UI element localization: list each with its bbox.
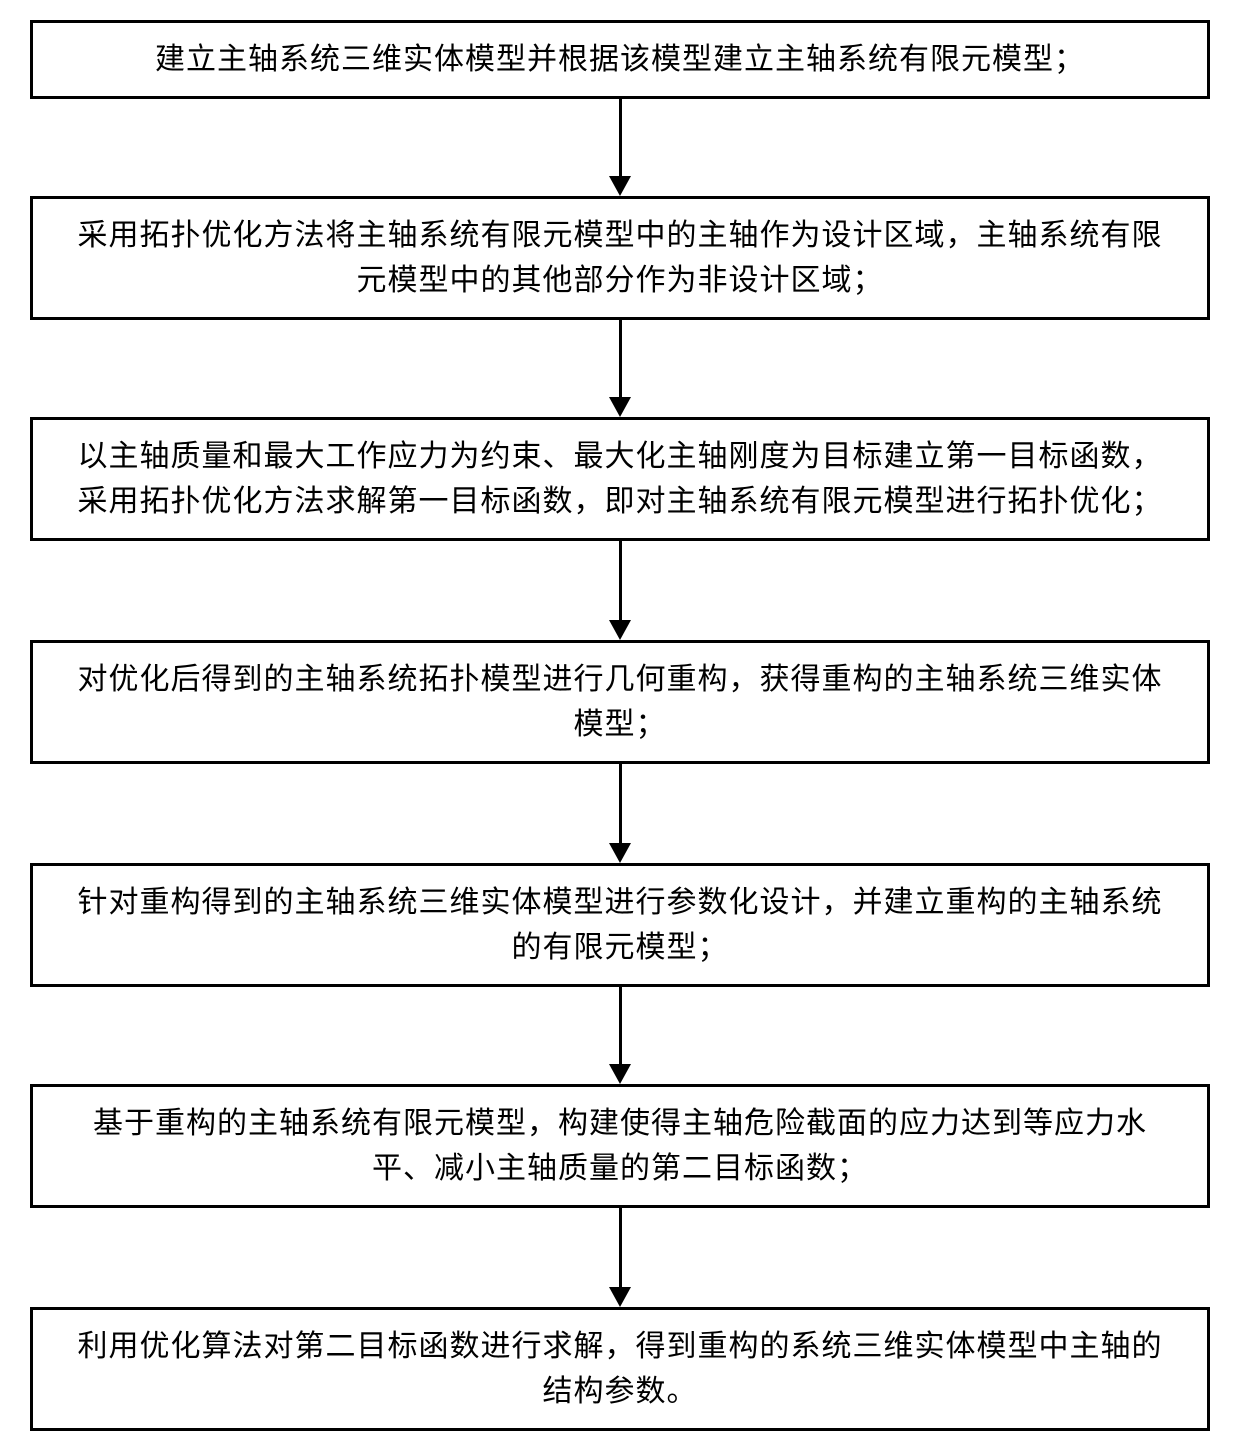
arrow-head-icon [609, 620, 631, 640]
step-box-1: 建立主轴系统三维实体模型并根据该模型建立主轴系统有限元模型； [30, 20, 1210, 99]
arrow-4 [609, 764, 631, 863]
arrow-2 [609, 320, 631, 417]
step-box-3: 以主轴质量和最大工作应力为约束、最大化主轴刚度为目标建立第一目标函数，采用拓扑优… [30, 417, 1210, 541]
arrow-head-icon [609, 176, 631, 196]
step-box-6: 基于重构的主轴系统有限元模型，构建使得主轴危险截面的应力达到等应力水平、减小主轴… [30, 1084, 1210, 1208]
step-text: 以主轴质量和最大工作应力为约束、最大化主轴刚度为目标建立第一目标函数，采用拓扑优… [78, 440, 1163, 518]
arrow-line [619, 320, 622, 398]
step-box-4: 对优化后得到的主轴系统拓扑模型进行几何重构，获得重构的主轴系统三维实体模型； [30, 640, 1210, 764]
step-text: 利用优化算法对第二目标函数进行求解，得到重构的系统三维实体模型中主轴的结构参数。 [78, 1330, 1163, 1408]
arrow-line [619, 1208, 622, 1288]
step-text: 针对重构得到的主轴系统三维实体模型进行参数化设计，并建立重构的主轴系统的有限元模… [78, 886, 1163, 964]
arrow-5 [609, 987, 631, 1084]
step-text: 建立主轴系统三维实体模型并根据该模型建立主轴系统有限元模型； [155, 43, 1085, 76]
step-box-2: 采用拓扑优化方法将主轴系统有限元模型中的主轴作为设计区域，主轴系统有限元模型中的… [30, 196, 1210, 320]
step-text: 对优化后得到的主轴系统拓扑模型进行几何重构，获得重构的主轴系统三维实体模型； [78, 663, 1163, 741]
arrow-1 [609, 99, 631, 196]
step-box-7: 利用优化算法对第二目标函数进行求解，得到重构的系统三维实体模型中主轴的结构参数。 [30, 1307, 1210, 1431]
arrow-line [619, 987, 622, 1065]
flowchart-container: 建立主轴系统三维实体模型并根据该模型建立主轴系统有限元模型； 采用拓扑优化方法将… [25, 20, 1215, 1431]
arrow-6 [609, 1208, 631, 1307]
arrow-head-icon [609, 1287, 631, 1307]
arrow-head-icon [609, 1064, 631, 1084]
step-text: 采用拓扑优化方法将主轴系统有限元模型中的主轴作为设计区域，主轴系统有限元模型中的… [78, 219, 1163, 297]
arrow-head-icon [609, 397, 631, 417]
arrow-3 [609, 541, 631, 640]
step-box-5: 针对重构得到的主轴系统三维实体模型进行参数化设计，并建立重构的主轴系统的有限元模… [30, 863, 1210, 987]
arrow-line [619, 541, 622, 621]
step-text: 基于重构的主轴系统有限元模型，构建使得主轴危险截面的应力达到等应力水平、减小主轴… [93, 1107, 1147, 1185]
arrow-head-icon [609, 843, 631, 863]
arrow-line [619, 99, 622, 177]
arrow-line [619, 764, 622, 844]
